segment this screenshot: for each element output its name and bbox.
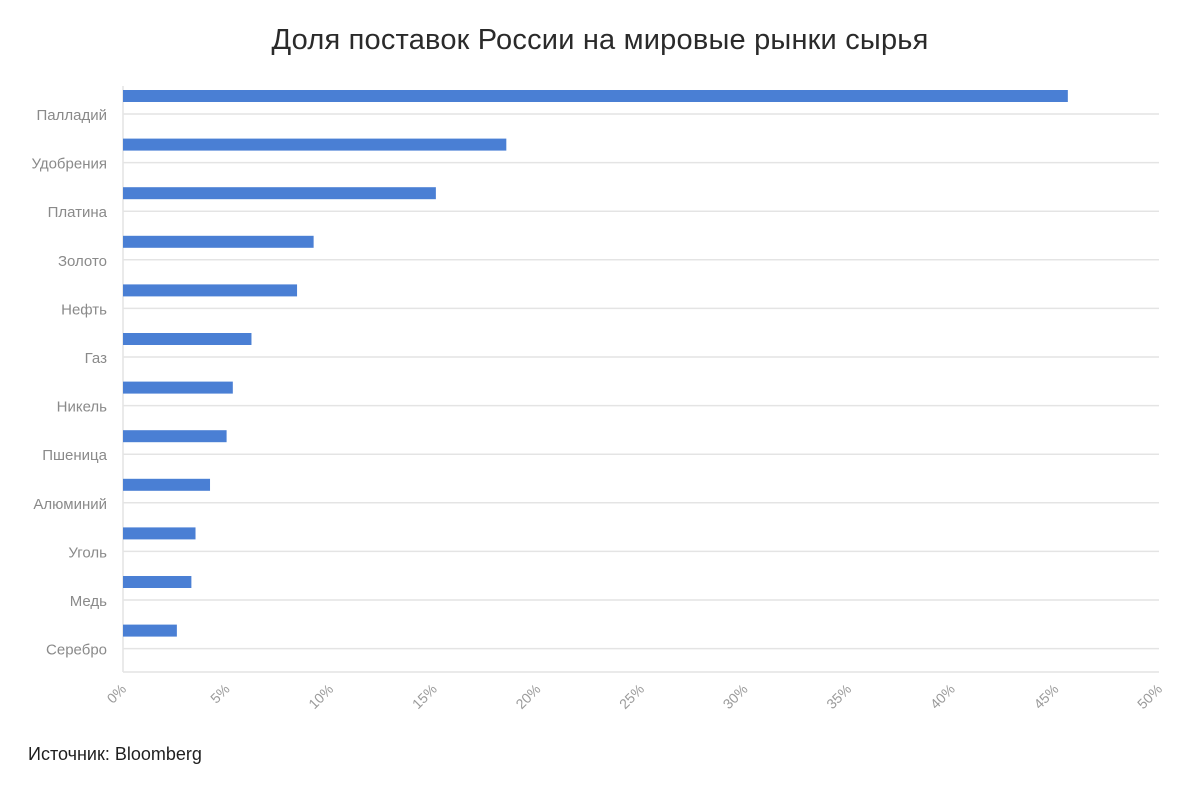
x-tick-label: 30%: [720, 681, 751, 712]
bar: [123, 90, 1068, 102]
x-tick-label: 15%: [409, 681, 440, 712]
category-label: Никель: [57, 399, 108, 416]
category-label: Удобрения: [31, 156, 107, 173]
category-label: Нефть: [61, 301, 107, 318]
bar: [123, 430, 227, 443]
x-tick-label: 40%: [927, 681, 958, 712]
grid-layer: [122, 86, 1159, 673]
source-note: Источник: Bloomberg: [28, 744, 202, 764]
category-label: Золото: [58, 253, 107, 270]
bar: [123, 284, 298, 297]
category-label: Алюминий: [33, 496, 107, 513]
bar: [123, 527, 196, 540]
x-tick-label: 35%: [823, 681, 854, 712]
category-label: Платина: [48, 204, 108, 221]
category-label: Палладий: [37, 107, 107, 124]
bar: [123, 333, 252, 345]
bar: [123, 624, 177, 637]
category-label: Газ: [85, 350, 107, 367]
x-tick-label: 50%: [1134, 681, 1165, 712]
category-label: Уголь: [68, 544, 107, 561]
category-label: Пшеница: [42, 447, 107, 464]
bar: [123, 138, 507, 151]
category-label: Серебро: [46, 642, 107, 659]
x-tick-label: 5%: [207, 681, 233, 707]
chart-title: Доля поставок России на мировые рынки сы…: [271, 24, 929, 56]
x-tick-label: 25%: [616, 681, 647, 712]
x-tick-label: 0%: [103, 681, 129, 707]
category-labels: Палладий Удобрения Платина Золото Нефть Газ Ни…: [31, 107, 107, 659]
bars-layer: [123, 90, 1068, 637]
x-tick-labels: 0% 5% 10% 15% 20% 25% 30% 35% 40% 45% 50%: [103, 681, 1165, 712]
x-tick-label: 45%: [1030, 681, 1061, 712]
bar: [123, 478, 211, 491]
x-tick-label: 10%: [305, 681, 336, 712]
bar: [123, 187, 436, 200]
category-label: Медь: [70, 593, 107, 610]
bar: [123, 235, 314, 248]
x-tick-label: 20%: [512, 681, 543, 712]
bar: [123, 576, 192, 588]
bar: [123, 381, 233, 394]
